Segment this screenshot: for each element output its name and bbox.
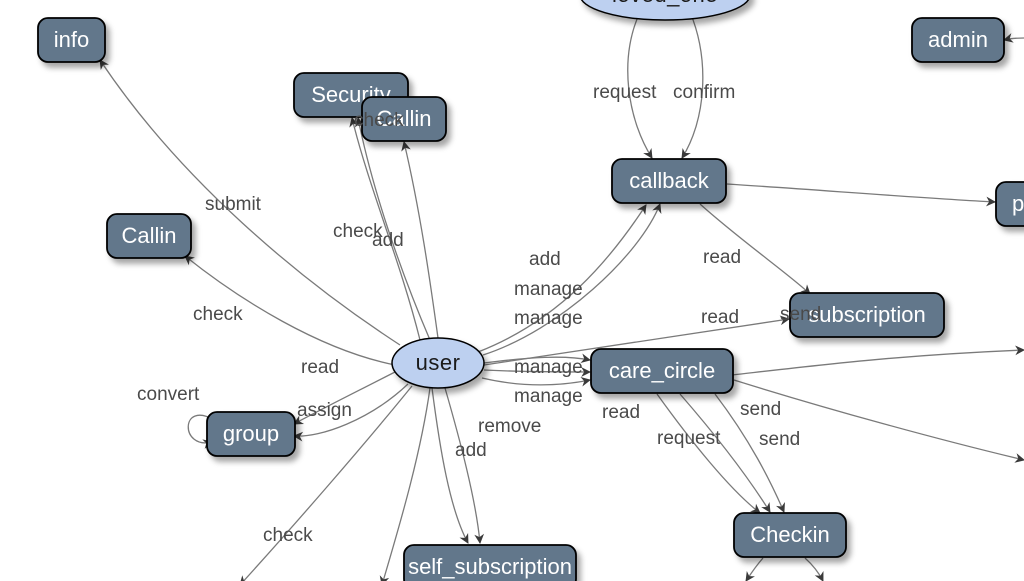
edge-label-add-3: add (372, 230, 404, 251)
node-user: user (392, 338, 484, 388)
edge-label-remove-13: remove (478, 416, 541, 437)
node-checkin: Checkin (734, 513, 846, 557)
node-label-care_circle: care_circle (609, 358, 715, 383)
edge-label-manage-8: manage (514, 357, 583, 378)
edge-label-send-18: send (780, 304, 821, 325)
node-care_circle: care_circle (591, 349, 733, 393)
node-callback: callback (612, 159, 726, 203)
node-label-loved_one: loved_one (612, 0, 718, 7)
edge-checkin-off5 (746, 558, 763, 581)
edge-label-read-23: read (602, 402, 640, 423)
node-label-callback: callback (629, 168, 709, 193)
edge-label-assign-11: assign (297, 400, 352, 421)
edge-admin-off4 (1004, 38, 1024, 40)
node-info: info (38, 18, 105, 62)
edge-label-read-10: read (301, 357, 339, 378)
node-label-checkin: Checkin (750, 522, 829, 547)
node-self_sub: self_subscription (404, 545, 576, 581)
edge-label-manage-7: manage (514, 308, 583, 329)
node-label-callin: Callin (121, 223, 176, 248)
edge-label-request-19: request (593, 82, 657, 103)
edge-label-check-4: check (193, 304, 243, 325)
edge-user-subscription (732, 350, 1024, 375)
edge-label-send-26: send (759, 429, 800, 450)
edge-label-convert-12: convert (137, 384, 200, 405)
edge-label-check-1: check (354, 110, 404, 131)
node-label-admin: admin (928, 27, 988, 52)
edge-label-manage-6: manage (514, 279, 583, 300)
edge-user-self_sub (432, 388, 468, 543)
edge-label-read-17: read (701, 307, 739, 328)
node-label-group: group (223, 421, 279, 446)
edge-label-send-24: send (740, 399, 781, 420)
node-loved_one: loved_one (580, 0, 750, 20)
edge-label-submit-0: submit (205, 194, 262, 215)
node-label-subscription: subscription (808, 302, 925, 327)
node-admin: admin (912, 18, 1004, 62)
edge-user-care_circle (482, 378, 590, 385)
node-group: group (207, 412, 295, 456)
node-prof: prof (996, 182, 1024, 226)
edge-callback-prof (727, 184, 995, 202)
edge-label-check-15: check (263, 525, 313, 546)
edge-checkin-off6 (805, 558, 823, 581)
edge-user-callin2 (404, 142, 438, 338)
edge-label-add-5: add (529, 249, 561, 270)
node-label-user: user (416, 350, 461, 375)
edge-label-add-14: add (455, 440, 487, 461)
edge-label-read-21: read (703, 247, 741, 268)
edge-user-self_sub (445, 388, 480, 543)
node-label-prof: prof (1012, 191, 1024, 216)
node-label-info: info (54, 27, 89, 52)
edge-label-manage-9: manage (514, 386, 583, 407)
node-callin: Callin (107, 214, 191, 258)
edge-label-confirm-20: confirm (673, 82, 735, 103)
edge-label-request-25: request (657, 428, 721, 449)
node-label-self_sub: self_subscription (408, 554, 572, 579)
